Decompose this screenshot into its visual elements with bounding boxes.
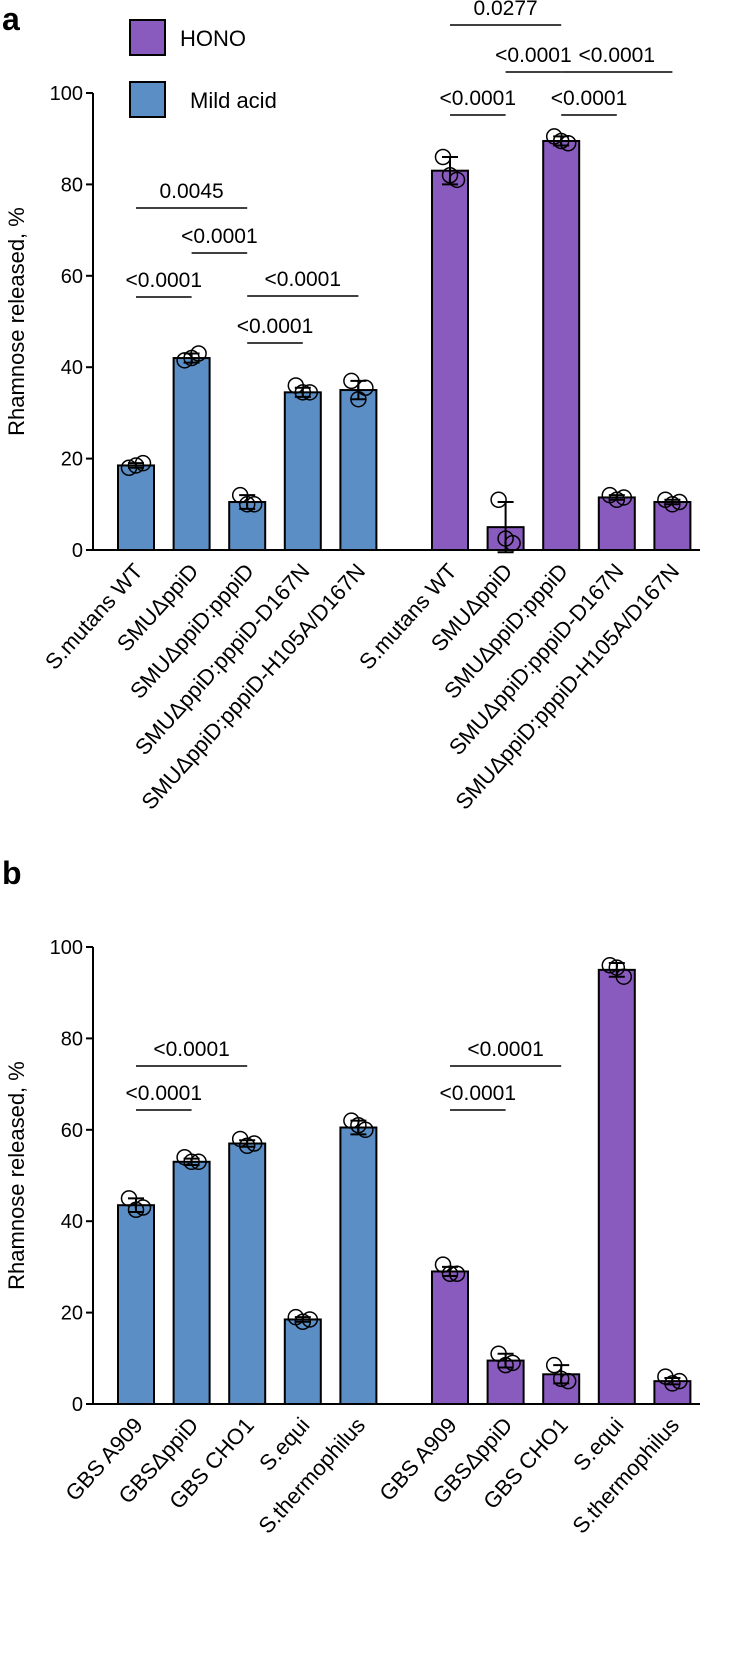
y-tick-label: 0 xyxy=(72,540,83,562)
data-point xyxy=(134,454,152,472)
bar xyxy=(283,391,322,551)
data-point xyxy=(238,496,256,513)
data-point xyxy=(238,1137,256,1155)
data-point xyxy=(134,1199,152,1216)
data-point xyxy=(608,491,626,508)
data-point xyxy=(615,489,633,506)
bar xyxy=(172,357,211,551)
data-point xyxy=(671,493,688,511)
data-point xyxy=(127,1201,145,1219)
significance-label: <0.0001 xyxy=(467,1038,544,1061)
significance-label: <0.0001 xyxy=(265,268,342,291)
data-point xyxy=(301,1311,319,1328)
data-point xyxy=(434,148,452,166)
data-point xyxy=(350,390,367,408)
bar xyxy=(283,1318,322,1405)
data-point xyxy=(301,384,319,401)
bar xyxy=(542,139,581,552)
significance-label: 0.0045 xyxy=(159,180,223,203)
y-tick-label: 100 xyxy=(50,83,83,105)
data-point xyxy=(545,1356,563,1374)
legend-label: HONO xyxy=(180,26,246,51)
significance-label: <0.0001 xyxy=(181,225,258,248)
significance-label: 0.0277 xyxy=(473,0,537,20)
data-point xyxy=(671,1372,688,1390)
legend-swatch xyxy=(129,81,166,118)
data-point xyxy=(176,352,193,369)
y-tick-label: 100 xyxy=(50,937,83,959)
significance-label: <0.0001 xyxy=(495,44,572,67)
data-point xyxy=(497,1356,514,1374)
y-tick-label: 60 xyxy=(61,266,83,288)
data-point xyxy=(343,372,360,390)
legend-label: Mild acid xyxy=(190,88,277,113)
data-point xyxy=(559,1372,577,1390)
bar xyxy=(172,1160,211,1406)
panel-label: b xyxy=(2,855,22,891)
bar xyxy=(597,496,636,552)
bar xyxy=(431,1270,469,1405)
data-point xyxy=(441,167,459,184)
significance-label: <0.0001 xyxy=(153,1038,230,1061)
y-tick-label: 80 xyxy=(61,174,83,196)
bar xyxy=(339,389,378,551)
data-point xyxy=(608,959,626,976)
y-tick-label: 40 xyxy=(61,357,83,379)
y-axis-label: Rhamnose released, % xyxy=(4,1061,29,1290)
data-point xyxy=(245,496,263,513)
significance-label: <0.0001 xyxy=(551,87,628,110)
data-point xyxy=(245,1135,263,1152)
y-tick-label: 20 xyxy=(61,449,83,471)
bar xyxy=(117,1204,155,1405)
data-point xyxy=(497,530,514,547)
data-point xyxy=(294,384,312,401)
data-point xyxy=(183,1153,200,1171)
y-tick-label: 80 xyxy=(61,1028,83,1050)
significance-label: <0.0001 xyxy=(237,315,314,338)
bar xyxy=(597,968,636,1405)
significance-label: <0.0001 xyxy=(440,87,517,110)
data-point xyxy=(350,1116,367,1134)
data-point xyxy=(183,349,200,367)
data-point xyxy=(127,457,145,474)
data-point xyxy=(552,132,570,150)
bar xyxy=(228,1142,267,1405)
data-point xyxy=(559,135,577,152)
y-axis-label: Rhamnose released, % xyxy=(4,207,29,436)
legend-swatch xyxy=(129,19,166,56)
data-point xyxy=(504,1354,521,1372)
bar xyxy=(339,1126,378,1405)
data-point xyxy=(552,1370,570,1388)
y-tick-label: 40 xyxy=(61,1211,83,1233)
data-point xyxy=(664,496,681,513)
bar xyxy=(117,464,155,551)
data-point xyxy=(448,1265,466,1283)
bar xyxy=(653,501,692,552)
significance-label: <0.0001 xyxy=(126,269,203,292)
bar xyxy=(431,169,469,551)
y-tick-label: 0 xyxy=(72,1394,83,1416)
y-tick-label: 60 xyxy=(61,1120,83,1142)
significance-label: <0.0001 xyxy=(126,1082,203,1105)
significance-label: <0.0001 xyxy=(440,1082,517,1105)
panel-label: a xyxy=(2,1,20,37)
data-point xyxy=(441,1265,459,1283)
data-point xyxy=(664,1375,681,1392)
data-point xyxy=(190,1153,207,1171)
significance-label: <0.0001 xyxy=(579,44,656,67)
y-tick-label: 20 xyxy=(61,1303,83,1325)
data-point xyxy=(294,1313,312,1330)
data-point xyxy=(601,957,619,974)
data-point xyxy=(490,491,507,508)
